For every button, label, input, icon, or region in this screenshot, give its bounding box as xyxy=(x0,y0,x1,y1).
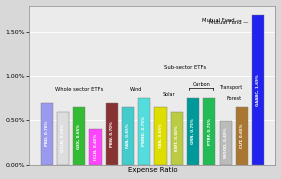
Text: ICLN, 0.40%: ICLN, 0.40% xyxy=(94,134,98,160)
Text: FAN, 0.65%: FAN, 0.65% xyxy=(126,124,130,148)
Text: Mutual Fund —: Mutual Fund — xyxy=(209,20,248,25)
Text: Transport: Transport xyxy=(219,85,242,90)
Bar xyxy=(236,107,248,165)
Text: Sub-sector ETFs: Sub-sector ETFs xyxy=(164,65,206,70)
Text: QCLN, 0.60%: QCLN, 0.60% xyxy=(61,124,65,152)
Bar xyxy=(155,107,167,165)
Bar xyxy=(252,15,264,165)
Bar xyxy=(171,112,183,165)
Text: GRN, 0.75%: GRN, 0.75% xyxy=(191,119,195,144)
Text: CUT, 0.65%: CUT, 0.65% xyxy=(240,124,244,148)
Text: PWND, 0.75%: PWND, 0.75% xyxy=(142,117,146,146)
Text: Forest: Forest xyxy=(226,96,241,101)
Text: Carbon: Carbon xyxy=(192,82,210,87)
Text: PTRP, 0.75%: PTRP, 0.75% xyxy=(207,118,211,145)
Bar xyxy=(203,98,216,165)
Text: Wind: Wind xyxy=(130,87,142,92)
Text: Whole sector ETFs: Whole sector ETFs xyxy=(55,87,103,92)
Bar xyxy=(138,98,150,165)
Bar xyxy=(73,107,85,165)
X-axis label: Expense Ratio: Expense Ratio xyxy=(128,167,177,173)
Text: WOOD, 0.49%: WOOD, 0.49% xyxy=(224,128,228,158)
Text: GAABC, 1.69%: GAABC, 1.69% xyxy=(256,74,260,106)
Bar xyxy=(57,112,69,165)
Bar xyxy=(187,98,199,165)
Bar xyxy=(106,103,118,165)
Text: GEX, 0.65%: GEX, 0.65% xyxy=(77,123,81,149)
Bar xyxy=(40,103,53,165)
Text: PBW, 0.70%: PBW, 0.70% xyxy=(110,121,114,147)
Text: Mutual Fund —: Mutual Fund — xyxy=(202,18,242,23)
Text: KWT, 0.60%: KWT, 0.60% xyxy=(175,125,179,151)
Bar xyxy=(219,121,232,165)
Bar xyxy=(89,129,101,165)
Text: Solar: Solar xyxy=(162,93,175,98)
Text: TAN, 0.65%: TAN, 0.65% xyxy=(158,124,162,148)
Text: PBD, 0.70%: PBD, 0.70% xyxy=(45,121,49,146)
Bar xyxy=(122,107,134,165)
